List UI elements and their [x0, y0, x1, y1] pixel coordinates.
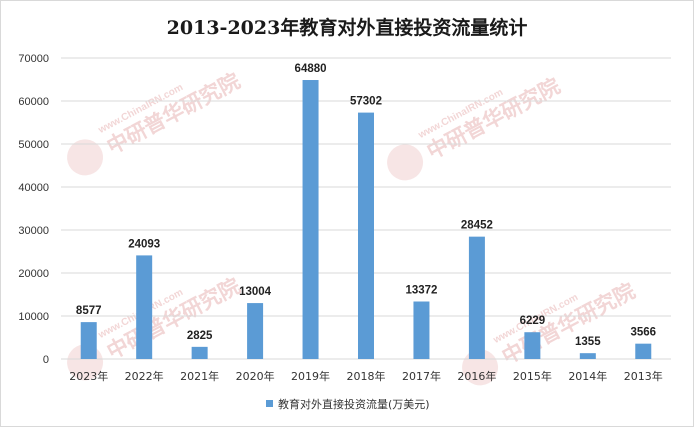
x-tick-label: 2020年: [236, 369, 275, 383]
data-label: 3566: [630, 327, 656, 339]
bar: [524, 332, 541, 359]
bar: [191, 346, 208, 359]
y-tick-label: 50000: [18, 139, 49, 151]
x-tick-label: 2019年: [291, 369, 330, 383]
data-label: 8577: [76, 305, 102, 317]
bar: [413, 301, 430, 359]
y-axis-ticks: 0 10000 20000 30000 40000 50000 60000 70000: [18, 53, 49, 366]
data-label: 57302: [350, 96, 382, 108]
data-label: 13004: [239, 286, 272, 298]
bar: [302, 80, 319, 360]
data-labels: 8577 24093 2825 13004 64880 57302 13372 28452 62…: [76, 63, 656, 348]
chart-title: 2013-2023年教育对外直接投资流量统计: [167, 16, 528, 39]
data-label: 13372: [405, 285, 437, 297]
y-tick-label: 40000: [18, 182, 49, 194]
bar: [136, 255, 153, 359]
data-label: 24093: [128, 238, 160, 250]
bar: [358, 112, 374, 359]
watermark-logo-icon: [387, 144, 424, 181]
x-axis-ticks: 2023年 2022年 2021年 2020年 2019年 2018年 2017年 2016年…: [69, 369, 663, 383]
legend-swatch: [266, 400, 273, 407]
bar: [80, 322, 97, 359]
y-tick-label: 60000: [18, 96, 49, 108]
x-tick-label: 2021年: [180, 369, 219, 383]
bar: [579, 353, 596, 359]
watermark-logo-icon: [67, 139, 104, 176]
y-tick-label: 30000: [18, 225, 49, 237]
data-label: 6229: [520, 315, 546, 327]
bar: [247, 303, 264, 359]
legend: 教育对外直接投资流量(万美元): [266, 397, 430, 411]
x-tick-label: 2016年: [457, 369, 496, 383]
data-label: 1355: [575, 336, 601, 348]
bar: [468, 236, 485, 359]
data-label: 28452: [461, 220, 493, 232]
bar-series: [80, 80, 652, 360]
x-tick-label: 2015年: [513, 369, 552, 383]
x-tick-label: 2022年: [125, 369, 164, 383]
x-tick-label: 2014年: [568, 369, 607, 383]
x-tick-label: 2018年: [347, 369, 386, 383]
y-tick-label: 20000: [18, 268, 49, 280]
data-label: 2825: [187, 330, 213, 342]
x-tick-label: 2013年: [624, 369, 663, 383]
y-tick-label: 10000: [18, 311, 49, 323]
x-tick-label: 2023年: [69, 369, 108, 383]
data-label: 64880: [295, 63, 327, 75]
bar: [635, 343, 652, 359]
x-tick-label: 2017年: [402, 369, 441, 383]
legend-label: 教育对外直接投资流量(万美元): [278, 397, 430, 411]
y-tick-label: 70000: [18, 53, 49, 65]
y-tick-label: 0: [43, 354, 49, 366]
